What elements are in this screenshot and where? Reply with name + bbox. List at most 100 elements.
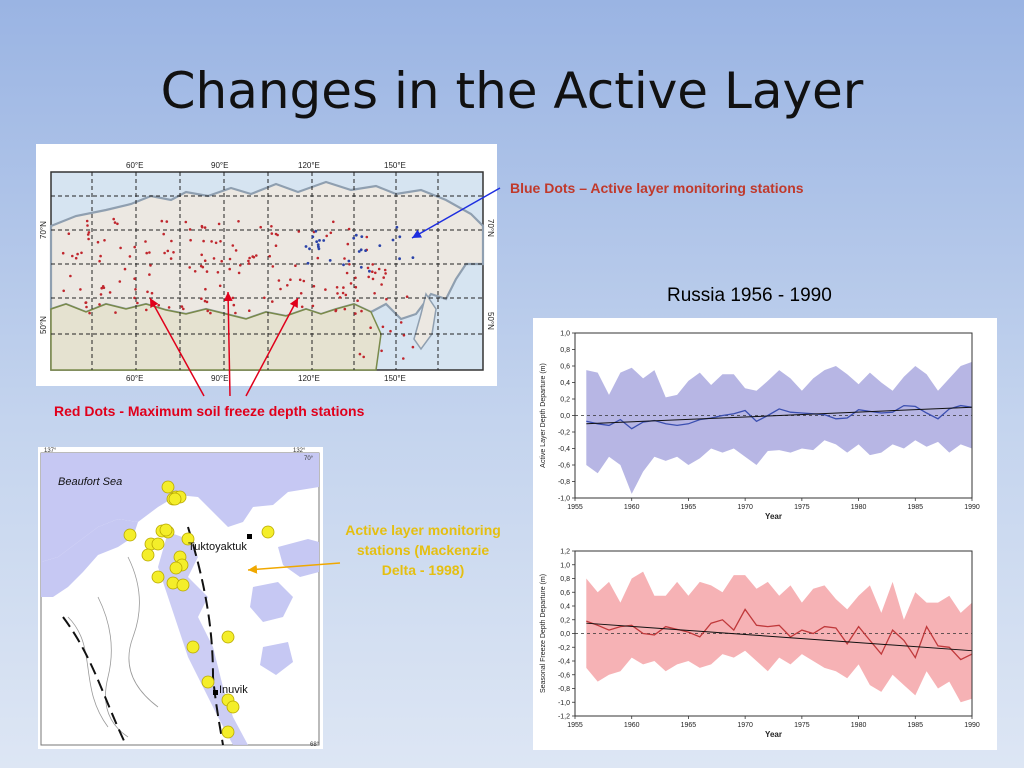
top-tick: 120°E (298, 161, 320, 170)
red-station-dot (335, 286, 339, 289)
red-station-dot (118, 280, 122, 283)
red-station-dot (69, 274, 72, 278)
red-station-dot (166, 249, 170, 253)
red-station-dot (270, 232, 274, 235)
town-label-inuvik: Inuvik (219, 684, 248, 696)
red-station-dot (277, 279, 281, 282)
y-tick-label: -0,4 (558, 446, 570, 453)
departure-charts-panel: 1,0 0,8 0,6 0,4 0,2 0,0 -0,2 -0,4 -0,6 -0,8 -1,0 19… (533, 318, 997, 750)
red-station-dot (247, 259, 250, 263)
red-station-dot (123, 267, 127, 271)
red-station-dot (200, 297, 203, 300)
red-station-dot (170, 239, 173, 243)
red-station-dot (255, 254, 258, 257)
red-station-dot (405, 295, 409, 298)
red-station-dot (160, 219, 164, 223)
red-station-dot (248, 256, 251, 260)
red-station-dot (204, 287, 207, 291)
red-station-dot (298, 278, 302, 282)
blue-station-dot (306, 261, 310, 265)
blue-station-dot (352, 236, 356, 240)
red-station-dot (162, 232, 165, 236)
red-station-dot (163, 251, 166, 255)
mackenzie-delta-map: Beaufort Sea Tuktoyaktuk Inuvik 137° 132… (38, 447, 323, 749)
y-tick-label: -1,2 (558, 714, 570, 721)
red-station-dot (371, 263, 375, 266)
red-station-dot (286, 284, 289, 287)
y-tick-label: -0,2 (558, 645, 570, 652)
red-station-dot (84, 301, 87, 304)
red-station-dot (231, 244, 235, 247)
red-dots-label: Red Dots - Maximum soil freeze depth sta… (54, 403, 365, 419)
red-station-dot (354, 276, 357, 280)
active-layer-station (226, 700, 240, 714)
red-station-dot (371, 270, 374, 273)
red-station-dot (133, 277, 136, 280)
active-layer-station (151, 537, 165, 551)
red-station-dot (220, 259, 223, 263)
russia-station-map: 60°E 90°E 120°E 150°E 60°E 90°E 120°E 15… (36, 144, 497, 386)
red-station-dot (336, 292, 339, 295)
red-station-dot (146, 290, 149, 294)
red-station-dot (133, 296, 136, 300)
red-station-dot (150, 291, 154, 295)
blue-station-dot (316, 243, 320, 246)
red-station-dot (365, 235, 369, 239)
top-tick: 90°E (211, 161, 228, 170)
red-station-dot (338, 296, 342, 299)
red-station-dot (88, 311, 91, 315)
red-station-dot (234, 311, 237, 315)
y-tick-label: 0,0 (560, 413, 570, 420)
corner-tick: 132° (293, 448, 306, 454)
left-tick: 70°N (39, 221, 48, 239)
red-station-dot (341, 291, 345, 295)
red-station-dot (354, 312, 357, 315)
x-tick-label: 1980 (851, 722, 867, 729)
x-tick-label: 1955 (567, 722, 583, 729)
x-tick-label: 1955 (567, 504, 583, 511)
y-tick-label: -0,8 (558, 479, 570, 486)
red-station-dot (98, 303, 101, 306)
red-station-dot (218, 284, 222, 288)
bottom-tick: 60°E (126, 374, 143, 383)
red-station-dot (232, 303, 236, 307)
red-station-dot (271, 300, 274, 303)
y-tick-label: 1,2 (560, 549, 570, 556)
x-tick-label: 1965 (681, 504, 697, 511)
x-tick-label: 1975 (794, 722, 810, 729)
red-station-dot (200, 253, 203, 257)
blue-station-dot (391, 238, 395, 242)
red-station-dot (263, 296, 266, 300)
red-station-dot (148, 273, 151, 276)
active-layer-station (221, 725, 235, 739)
red-station-dot (216, 271, 220, 274)
red-station-dot (99, 293, 103, 296)
active-layer-station (186, 640, 200, 654)
y-tick-label: -0,6 (558, 463, 570, 470)
y-tick-label: 0,4 (560, 380, 570, 387)
page-title: Changes in the Active Layer (160, 62, 864, 120)
red-station-dot (189, 238, 192, 242)
active-layer-station (261, 525, 275, 539)
red-station-dot (188, 228, 192, 231)
red-station-dot (184, 220, 188, 224)
blue-station-dot (315, 240, 319, 243)
active-layer-station (181, 532, 195, 546)
blue-station-dot (311, 235, 315, 239)
active-layer-station (159, 523, 173, 537)
red-station-dot (259, 225, 262, 229)
red-station-dot (251, 255, 254, 258)
red-station-dot (217, 222, 221, 226)
red-station-dot (231, 296, 235, 300)
red-station-dot (411, 345, 415, 349)
red-station-dot (144, 240, 147, 243)
blue-station-dot (395, 225, 399, 229)
red-station-dot (112, 217, 115, 221)
bottom-tick: 90°E (211, 374, 228, 383)
y-tick-label: -0,4 (558, 659, 570, 666)
y-tick-label: -1,0 (558, 496, 570, 503)
red-station-dot (343, 257, 346, 260)
red-station-dot (180, 305, 184, 308)
red-station-dot (312, 284, 316, 288)
red-station-dot (205, 300, 209, 304)
